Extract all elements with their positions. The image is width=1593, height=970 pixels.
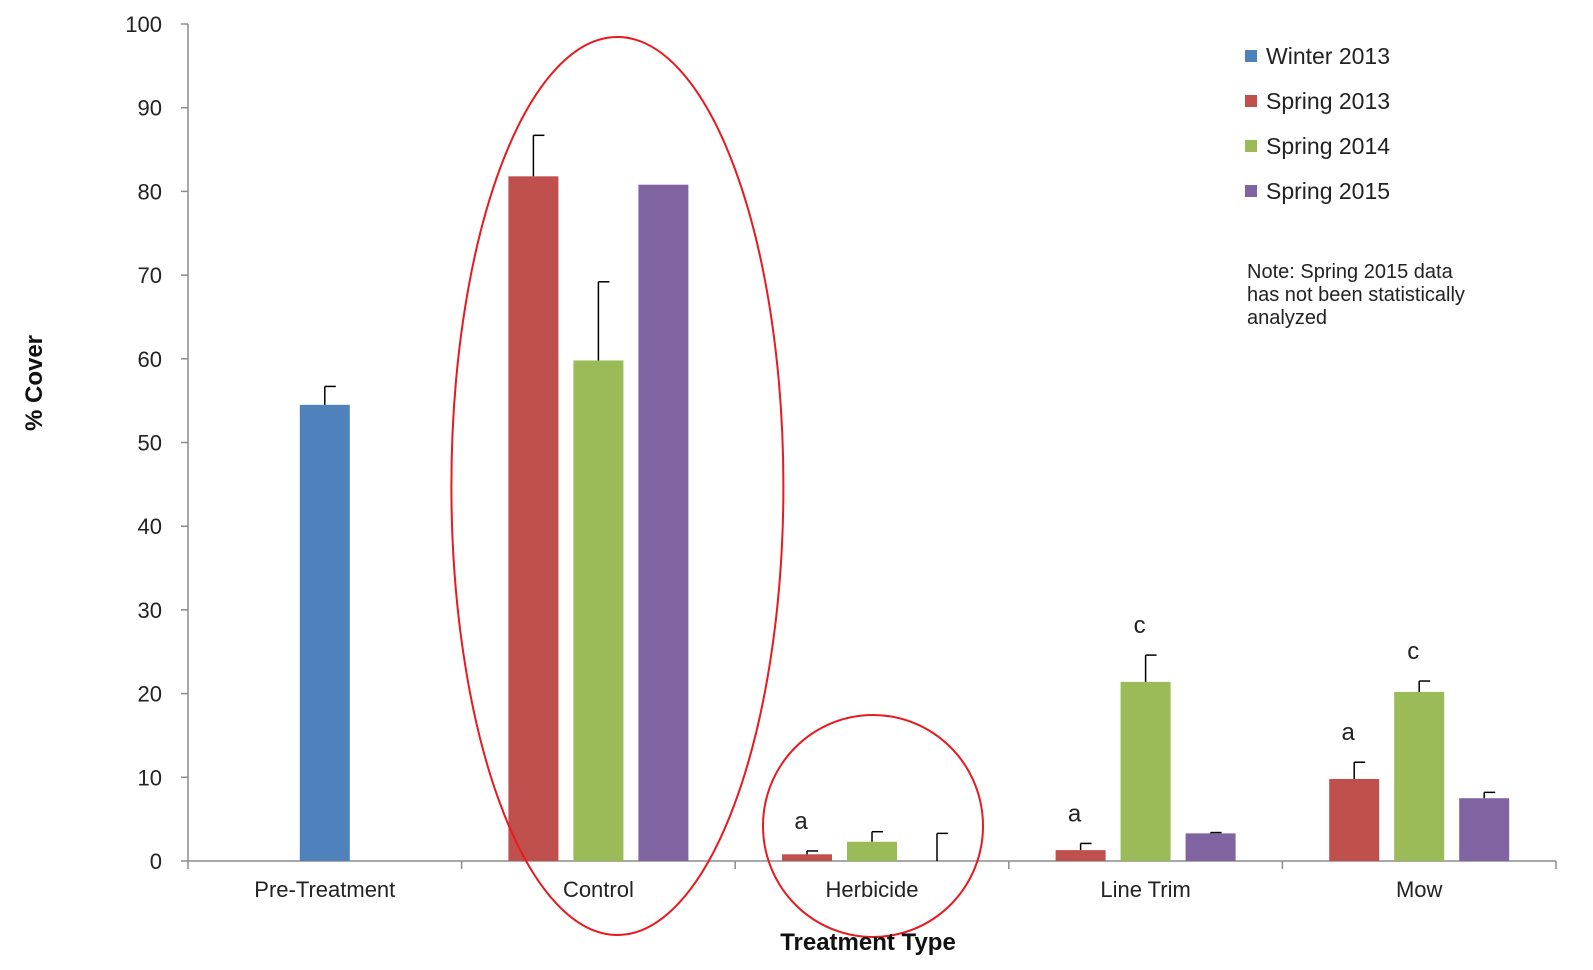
legend-swatch-spring-2014 xyxy=(1245,140,1257,152)
error-bar-spring-2014-line-trim xyxy=(1144,654,1157,682)
error-bar-winter-2013-pre-treatment xyxy=(324,385,336,405)
x-tick-label-pre-treatment: Pre-Treatment xyxy=(254,877,395,902)
note-line: Note: Spring 2015 data xyxy=(1247,261,1454,283)
significance-letter: c xyxy=(1134,612,1146,639)
y-tick-label: 70 xyxy=(138,263,162,288)
highlight-ellipse-control xyxy=(450,36,785,936)
error-bar-spring-2014-control xyxy=(597,281,610,361)
y-tick-label: 90 xyxy=(138,96,162,121)
highlight-ellipse-herbicide xyxy=(762,714,984,938)
bar-spring-2013-line-trim xyxy=(1055,850,1106,861)
error-bar-spring-2013-control xyxy=(532,134,545,177)
x-axis-title: Treatment Type xyxy=(780,929,956,956)
y-tick-label: 30 xyxy=(138,598,162,623)
x-tick-label-control: Control xyxy=(563,877,634,902)
legend-swatch-spring-2015 xyxy=(1245,185,1257,197)
error-bar-spring-2014-herbicide xyxy=(871,830,883,842)
x-tick-label-herbicide: Herbicide xyxy=(826,877,919,902)
x-tick-label-mow: Mow xyxy=(1396,877,1443,902)
error-bars xyxy=(324,134,1496,861)
error-bar-spring-2015-line-trim xyxy=(1209,831,1222,834)
legend: Winter 2013 Spring 2013 Spring 2014 Spring … xyxy=(1245,43,1390,204)
y-tick-label: 60 xyxy=(138,347,162,372)
significance-letter: c xyxy=(1407,638,1419,665)
bar-spring-2013-control xyxy=(508,176,559,862)
bar-winter-2013-pre-treatment xyxy=(299,404,350,861)
bar-spring-2014-line-trim xyxy=(1120,681,1171,861)
y-tick-label: 100 xyxy=(125,12,162,37)
legend-label-spring-2015: Spring 2015 xyxy=(1266,178,1390,204)
axes: 0 10 20 30 40 50 60 70 80 90 100 Pre-Treatment Contr… xyxy=(125,12,1557,902)
y-tick-label: 20 xyxy=(138,682,162,707)
bar-spring-2013-herbicide xyxy=(782,854,832,861)
legend-label-winter-2013: Winter 2013 xyxy=(1266,43,1390,69)
legend-swatch-spring-2013 xyxy=(1245,95,1257,107)
bar-spring-2014-mow xyxy=(1394,691,1445,861)
bar-spring-2014-herbicide xyxy=(847,841,897,861)
legend-label-spring-2014: Spring 2014 xyxy=(1266,133,1390,159)
significance-letter: a xyxy=(1068,800,1082,827)
x-tick-label-line-trim: Line Trim xyxy=(1100,877,1190,902)
significance-letters: a a c a c xyxy=(794,612,1419,835)
bar-spring-2015-line-trim xyxy=(1185,833,1236,861)
y-tick-label: 50 xyxy=(138,431,162,456)
error-bar-spring-2015-mow xyxy=(1483,791,1496,799)
bar-spring-2014-control xyxy=(573,360,624,861)
y-tick-label: 10 xyxy=(138,765,162,790)
error-bar-spring-2015-herbicide xyxy=(936,832,948,861)
bars xyxy=(299,176,1510,862)
significance-letter: a xyxy=(794,808,808,835)
highlight-ellipses xyxy=(450,36,984,938)
bar-spring-2013-mow xyxy=(1329,778,1380,861)
y-axis-title: % Cover xyxy=(21,335,48,431)
error-bar-spring-2014-mow xyxy=(1418,680,1431,692)
error-bar-spring-2013-line-trim xyxy=(1079,842,1092,851)
y-tick-label: 80 xyxy=(138,179,162,204)
error-bar-spring-2013-mow xyxy=(1353,761,1366,779)
note-line: has not been statistically xyxy=(1247,284,1465,306)
note-line: analyzed xyxy=(1247,307,1327,329)
legend-swatch-winter-2013 xyxy=(1245,50,1257,62)
legend-label-spring-2013: Spring 2013 xyxy=(1266,88,1390,114)
y-tick-label: 0 xyxy=(150,849,162,874)
error-bar-spring-2013-herbicide xyxy=(806,850,818,855)
y-tick-label: 40 xyxy=(138,514,162,539)
bar-spring-2015-control xyxy=(638,184,689,862)
significance-letter: a xyxy=(1342,719,1356,746)
bar-spring-2015-mow xyxy=(1459,798,1510,861)
